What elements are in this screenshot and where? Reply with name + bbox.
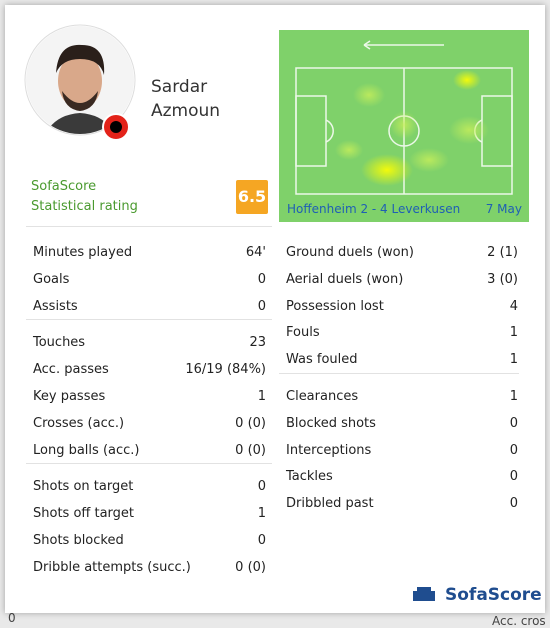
stat-label: Blocked shots xyxy=(286,415,376,431)
rating-value: 6.5 xyxy=(236,180,268,214)
stat-value: 0 (0) xyxy=(235,442,266,458)
stat-value: 23 xyxy=(249,335,266,351)
heatmap xyxy=(279,30,529,222)
stat-value: 16/19 (84%) xyxy=(185,362,266,378)
stat-label: Was fouled xyxy=(286,352,358,368)
stat-value: 0 xyxy=(509,496,518,512)
avatar xyxy=(24,24,136,141)
stat-label: Dribble attempts (succ.) xyxy=(33,559,191,575)
stat-value: 0 xyxy=(257,271,266,287)
divider xyxy=(279,373,519,374)
divider xyxy=(26,226,272,227)
stat-label: Key passes xyxy=(33,389,106,404)
stat-value: 0 xyxy=(257,479,266,495)
stat-label: Long balls (acc.) xyxy=(33,442,140,458)
stat-label: Shots on target xyxy=(33,479,134,495)
stat-value: 0 xyxy=(509,469,518,485)
stat-label: Touches xyxy=(33,335,86,351)
stat-value: 1 xyxy=(509,389,518,404)
stat-value: 64' xyxy=(245,245,266,260)
stat-value: 0 (0) xyxy=(235,559,266,575)
stat-label: Assists xyxy=(33,298,78,314)
bg-text: Acc. cros xyxy=(492,614,546,628)
stat-label: Ground duels (won) xyxy=(286,245,414,260)
stat-value: 3 (0) xyxy=(487,271,518,287)
stat-value: 2 (1) xyxy=(487,245,518,260)
divider xyxy=(26,319,272,321)
stat-value: 0 xyxy=(257,298,266,314)
stat-label: Interceptions xyxy=(286,442,372,458)
stat-label: Goals xyxy=(33,271,70,287)
stat-label: Dribbled past xyxy=(286,496,374,512)
footer-logo: SofaScore xyxy=(445,585,542,605)
stat-value: 1 xyxy=(509,325,518,341)
stat-label: Fouls xyxy=(286,325,320,341)
match-name: Hoffenheim 2 - 4 Leverkusen xyxy=(287,202,461,216)
stat-label: Clearances xyxy=(286,389,359,404)
stat-label: Aerial duels (won) xyxy=(286,271,404,287)
stat-label: Shots off target xyxy=(33,506,135,522)
stat-value: 1 xyxy=(257,506,266,522)
stat-label: Possession lost xyxy=(286,298,384,314)
stat-value: 0 xyxy=(509,442,518,458)
stat-value: 0 (0) xyxy=(235,415,266,431)
bg-text: 0 xyxy=(8,611,16,625)
stat-label: Tackles xyxy=(286,469,333,485)
rating-label: Statistical rating xyxy=(31,199,138,214)
player-last-name: Azmoun xyxy=(151,101,221,121)
stat-label: Acc. passes xyxy=(33,362,109,378)
player-first-name: Sardar xyxy=(151,77,208,97)
stat-label: Minutes played xyxy=(33,245,133,260)
player-card: Sardar Azmoun SofaScore Statistical rati… xyxy=(5,5,545,613)
rating-brand: SofaScore xyxy=(31,179,97,194)
stat-value: 1 xyxy=(509,352,518,368)
stat-value: 0 xyxy=(257,533,266,548)
logo-icon xyxy=(413,587,435,601)
stat-value: 0 xyxy=(509,415,518,431)
stat-value: 1 xyxy=(257,389,266,404)
stat-label: Shots blocked xyxy=(33,533,124,548)
divider xyxy=(26,463,272,465)
stat-value: 4 xyxy=(509,298,518,314)
match-date: 7 May xyxy=(485,202,522,216)
stat-label: Crosses (acc.) xyxy=(33,415,125,431)
